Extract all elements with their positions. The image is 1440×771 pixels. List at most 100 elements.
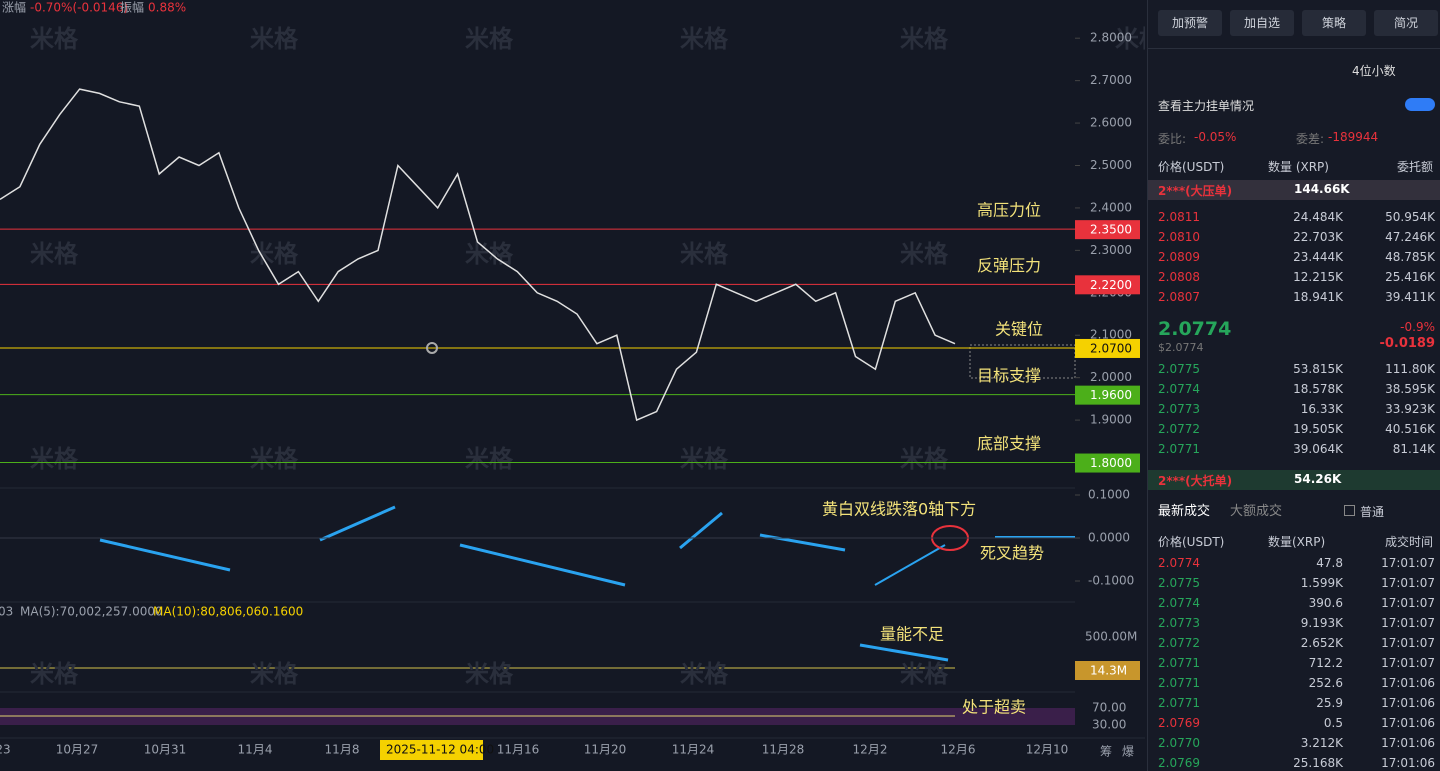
amount: 38.595K — [1385, 382, 1435, 396]
y-tick-label: 2.5000 — [1090, 158, 1132, 172]
banner — [1148, 180, 1440, 200]
tab[interactable]: 最新成交 — [1158, 504, 1211, 519]
button[interactable]: 策略 — [1302, 10, 1366, 36]
header: 成交时间 — [1384, 535, 1433, 549]
qty: 12.215K — [1293, 270, 1343, 284]
level-note: 关键位 — [995, 319, 1043, 338]
banner-text: 54.26K — [1294, 472, 1342, 486]
x-label: 11月24 — [672, 743, 715, 757]
level-label: 2.2200 — [1090, 278, 1132, 292]
chart: 涨幅 -0.70%(-0.0146) 振幅 0.88% 03 MA(5):70,… — [0, 0, 1145, 760]
note: 黄白双线跌落0轴下方 — [822, 500, 976, 519]
arrow — [679, 511, 723, 550]
amount: 47.246K — [1385, 230, 1435, 244]
amount: 40.516K — [1385, 422, 1435, 436]
arrow — [459, 543, 626, 587]
watermark: 米格 — [250, 660, 299, 688]
banner-text: 2***(大压单) — [1158, 184, 1233, 198]
macd-tick: 0.0000 — [1088, 531, 1130, 545]
level-badge — [1075, 453, 1140, 473]
big-orders[interactable]: 查看主力挂单情况 — [1158, 99, 1255, 113]
button[interactable]: 加预警 — [1158, 10, 1222, 36]
crosshair-dot — [426, 341, 438, 354]
level-badge — [1075, 338, 1140, 358]
x-label: 10月27 — [56, 743, 99, 757]
banner — [1148, 470, 1440, 490]
qty: 390.6 — [1308, 596, 1343, 610]
ratio-label: 委比: — [1158, 132, 1187, 146]
watermark: 米格 — [30, 445, 79, 473]
amount: 33.923K — [1385, 402, 1435, 416]
banner-text: 144.66K — [1294, 182, 1350, 196]
qty: 24.484K — [1293, 210, 1343, 224]
vol-tick: 500.00M — [1085, 630, 1137, 644]
y-tick-label: 2.8000 — [1090, 31, 1132, 45]
vol-ma5: MA(5):70,002,257.0000 — [20, 605, 163, 619]
watermark: 米格 — [900, 240, 949, 268]
level-note: 底部支撑 — [977, 434, 1041, 453]
decimals[interactable]: 4位小数 — [1352, 64, 1396, 78]
x-label: 12月2 — [853, 743, 888, 757]
qty: 25.168K — [1293, 756, 1343, 770]
time: 17:01:07 — [1381, 596, 1435, 610]
checkbox[interactable] — [1344, 505, 1355, 516]
price: 2.0775 — [1158, 576, 1200, 590]
last-usd: $2.0774 — [1158, 341, 1204, 354]
time: 17:01:06 — [1381, 696, 1435, 710]
watermark: 米格 — [250, 240, 299, 268]
watermark: 米格 — [900, 25, 949, 53]
price: 2.0774 — [1158, 556, 1200, 570]
qty: 22.703K — [1293, 230, 1343, 244]
ratio: -0.05% — [1194, 130, 1237, 144]
x-label: 11月20 — [584, 743, 627, 757]
tab[interactable]: 大额成交 — [1230, 504, 1283, 519]
watermark: 米格 — [680, 660, 729, 688]
time: 17:01:06 — [1381, 676, 1435, 690]
x-label: 11月8 — [325, 743, 360, 757]
time: 17:01:06 — [1381, 756, 1435, 770]
price: 2.0773 — [1158, 616, 1200, 630]
qty: 2.652K — [1300, 636, 1343, 650]
rsi-tick: 70.00 — [1092, 701, 1126, 715]
y-tick-label: 2.0000 — [1090, 370, 1132, 384]
qty: 16.33K — [1300, 402, 1343, 416]
price: 2.0775 — [1158, 362, 1200, 376]
level-label: 1.8000 — [1090, 456, 1132, 470]
header: 数量 (XRP) — [1268, 160, 1329, 174]
watermark: 米格 — [250, 25, 299, 53]
vol-text: 03 — [0, 605, 13, 619]
change-label: 涨幅 — [2, 0, 26, 15]
price: 2.0772 — [1158, 422, 1200, 436]
toggle[interactable] — [1405, 98, 1435, 111]
chg: -0.0189 — [1379, 336, 1435, 351]
banner-text: 2***(大托单) — [1158, 474, 1233, 488]
amount: 25.416K — [1385, 270, 1435, 284]
price: 2.0774 — [1158, 596, 1200, 610]
watermark: 米格 — [30, 25, 79, 53]
x-label: 10月31 — [144, 743, 187, 757]
qty: 19.505K — [1293, 422, 1343, 436]
watermark: 米格 — [900, 660, 949, 688]
watermark: 米格 — [465, 660, 514, 688]
normal: 普通 — [1360, 505, 1385, 519]
amount: 111.80K — [1385, 362, 1435, 376]
level-label: 1.9600 — [1090, 388, 1132, 402]
x-label: 12月10 — [1026, 743, 1069, 757]
button[interactable]: 简况 — [1374, 10, 1438, 36]
price: 2.0769 — [1158, 756, 1200, 770]
note: 量能不足 — [880, 625, 944, 644]
y-tick-label: 2.1000 — [1090, 328, 1132, 342]
qty: 47.8 — [1316, 556, 1343, 570]
level-badge — [1075, 220, 1140, 240]
qty: 39.064K — [1293, 442, 1343, 456]
y-tick-label: 2.3000 — [1090, 243, 1132, 257]
watermark: 米格 — [465, 25, 514, 53]
button[interactable]: 加自选 — [1230, 10, 1294, 36]
watermark: 米格 — [30, 240, 79, 268]
watermark: 米格 — [900, 445, 949, 473]
watermark: 米格 — [680, 240, 729, 268]
price: 2.0771 — [1158, 656, 1200, 670]
icon: 爆 — [1122, 745, 1134, 759]
price: 2.0774 — [1158, 382, 1200, 396]
